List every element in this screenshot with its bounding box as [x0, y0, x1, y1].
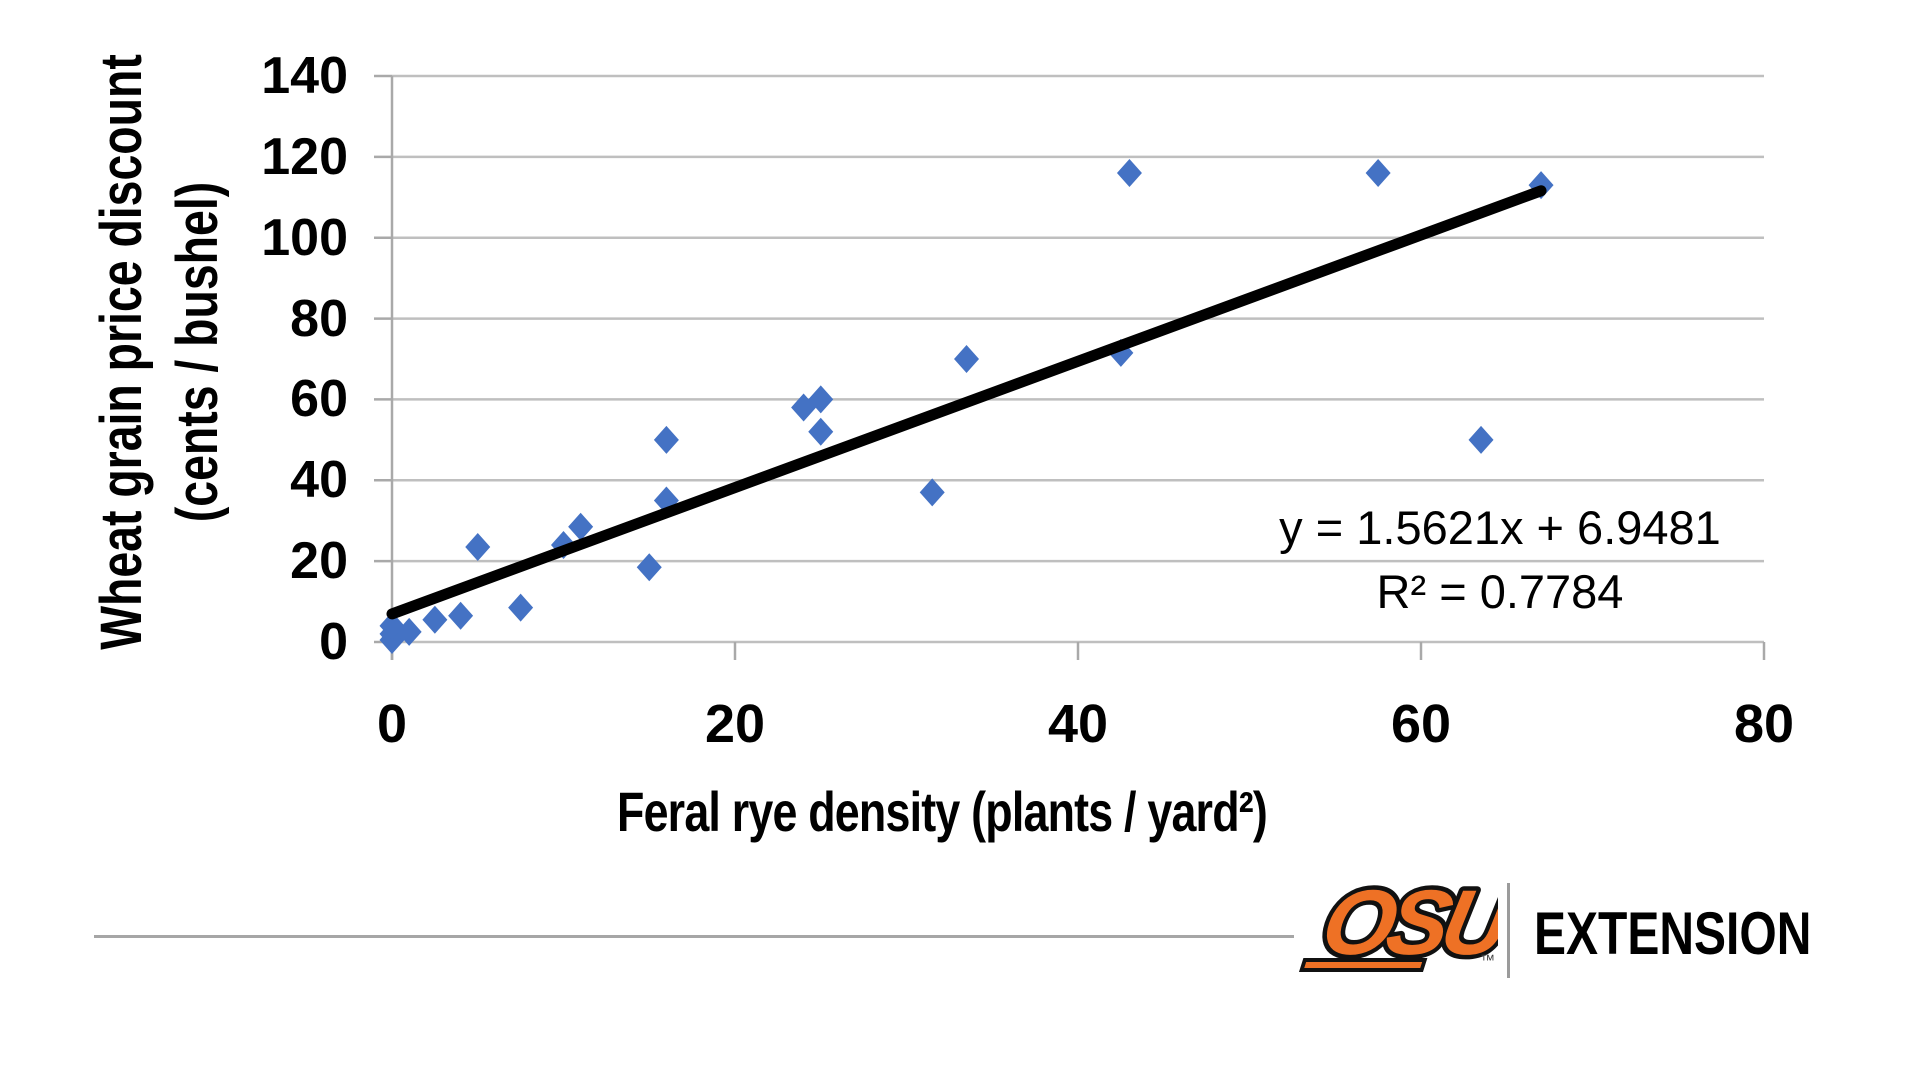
y-tick-label: 0	[319, 613, 348, 671]
trendline-r-squared: R² = 0.7784	[1376, 565, 1624, 618]
footer-divider	[94, 935, 1294, 938]
data-point-marker	[508, 593, 534, 622]
data-point-marker	[636, 553, 662, 582]
osu-logo-mark: OSU	[1298, 866, 1528, 978]
data-point-marker	[422, 605, 448, 634]
x-tick-label: 20	[704, 694, 766, 754]
data-point-marker	[808, 417, 834, 446]
y-tick-label: 20	[290, 532, 348, 591]
data-point-marker	[568, 512, 594, 541]
y-tick-label: 100	[261, 208, 348, 267]
x-tick-label: 0	[376, 694, 408, 754]
data-point-marker	[448, 601, 474, 630]
data-point-marker	[653, 425, 679, 454]
data-point-marker	[396, 617, 422, 646]
trendline-equation: y = 1.5621x + 6.9481 R² = 0.7784	[1279, 496, 1721, 624]
trendline-equation-line: y = 1.5621x + 6.9481	[1279, 501, 1721, 554]
x-tick-label: 60	[1390, 694, 1452, 754]
data-point-marker	[808, 385, 834, 414]
osu-logo: OSU	[1298, 866, 1528, 980]
data-point-marker	[954, 345, 980, 373]
y-tick-label: 120	[261, 127, 348, 186]
y-tick-label: 140	[261, 47, 348, 105]
x-axis-title: Feral rye density (plants / yard²)	[617, 780, 1268, 843]
data-point-marker	[465, 532, 491, 561]
osu-trademark: ™	[1480, 952, 1495, 969]
extension-wordmark: EXTENSION	[1534, 900, 1812, 967]
data-point-marker	[1116, 159, 1142, 188]
y-tick-label: 60	[290, 370, 348, 429]
data-point-marker	[1468, 425, 1494, 454]
logo-divider	[1507, 883, 1510, 978]
data-point-marker	[1365, 159, 1391, 188]
trendline	[386, 185, 1547, 620]
x-tick-label: 40	[1047, 694, 1109, 754]
y-tick-label: 80	[290, 289, 348, 348]
x-tick-label: 80	[1733, 694, 1795, 754]
data-point-marker	[919, 478, 945, 507]
y-tick-label: 40	[290, 451, 348, 510]
